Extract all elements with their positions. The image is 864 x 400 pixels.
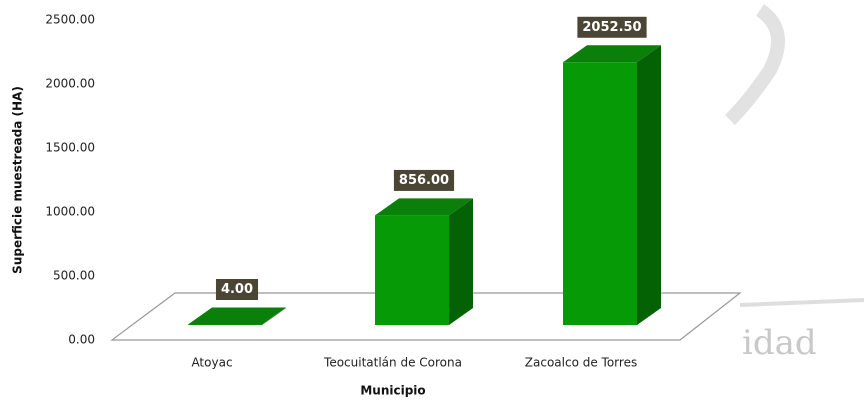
value-label: 4.00 xyxy=(221,282,253,297)
x-tick-label: Teocuitatlán de Corona xyxy=(323,356,462,370)
x-axis-title: Municipio xyxy=(360,384,425,398)
value-label-box xyxy=(577,16,647,38)
bar-front xyxy=(563,62,637,325)
y-tick-label: 2000.00 xyxy=(45,77,95,91)
bar-side xyxy=(637,45,661,325)
y-tick-label: 500.00 xyxy=(53,269,95,283)
y-tick-label: 0.00 xyxy=(68,333,95,347)
bar xyxy=(563,45,661,325)
y-tick-label: 1000.00 xyxy=(45,205,95,219)
bar-top xyxy=(375,198,473,216)
value-label-box xyxy=(215,278,259,300)
bar-front xyxy=(188,324,262,325)
bar-top xyxy=(563,45,661,63)
bar-side xyxy=(262,307,286,325)
x-tick-label: Atoyac xyxy=(191,356,232,370)
y-axis-title: Superficie muestreada (HA) xyxy=(11,86,25,274)
bar xyxy=(375,198,473,325)
value-label-box xyxy=(393,169,455,191)
y-tick-label: 2500.00 xyxy=(45,13,95,27)
x-tick-label: Zacoalco de Torres xyxy=(525,356,637,370)
bar xyxy=(188,307,286,325)
watermark-shape xyxy=(725,4,785,125)
value-label: 856.00 xyxy=(399,173,449,188)
watermark-line xyxy=(739,298,864,307)
y-tick-label: 1500.00 xyxy=(45,141,95,155)
bar-top xyxy=(188,307,286,325)
bar-side xyxy=(449,198,473,325)
bar-front xyxy=(375,215,449,325)
value-label: 2052.50 xyxy=(582,20,641,35)
watermark: idad xyxy=(742,323,817,363)
